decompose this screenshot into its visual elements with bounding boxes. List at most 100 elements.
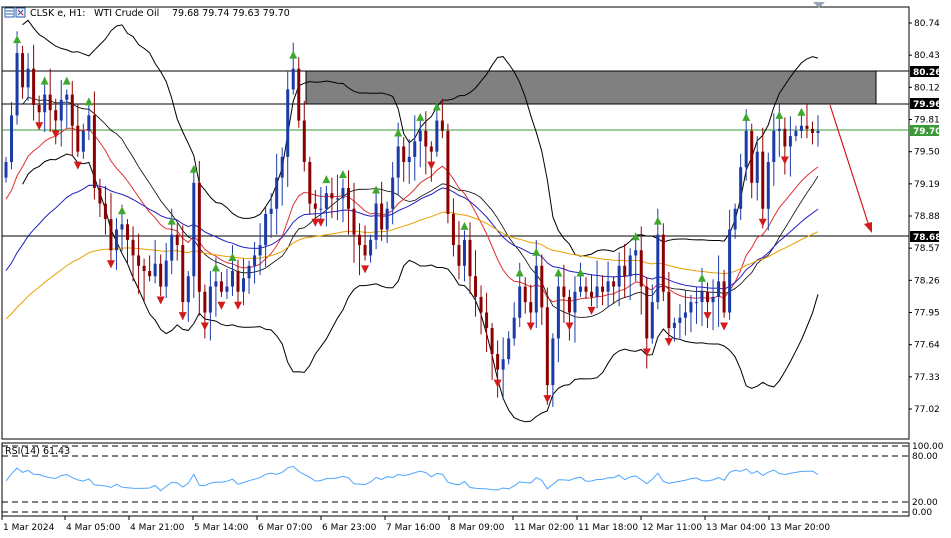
- bull-candle: [678, 304, 682, 339]
- time-tick-label: 4 Mar 21:00: [130, 523, 185, 533]
- bull-candle: [153, 239, 157, 284]
- time-tick-label: 8 Mar 09:00: [450, 523, 505, 533]
- bear-candle: [639, 226, 643, 315]
- bull-candle: [672, 317, 676, 342]
- bull-candle: [755, 136, 759, 201]
- sell-signal-arrow: [311, 218, 320, 227]
- bull-candle: [341, 178, 345, 223]
- price-axis: 80.74 80.43 80.12 79.81 79.50 79.19 78.88 78.57…: [909, 19, 940, 415]
- bear-candle: [175, 223, 179, 261]
- bull-candle: [617, 252, 621, 307]
- bear-candle: [451, 198, 455, 257]
- buy-signal-arrow: [118, 206, 126, 215]
- sell-signal-arrow: [703, 312, 712, 321]
- bull-candle: [794, 125, 798, 142]
- price-tag-current: 79.70: [910, 125, 941, 137]
- bull-candle: [164, 242, 168, 298]
- bear-candle: [402, 137, 406, 182]
- time-tick-label: 6 Mar 23:00: [322, 523, 377, 533]
- buy-signal-arrow: [40, 76, 49, 85]
- buy-signal-arrow: [211, 263, 220, 272]
- bull-candle: [258, 223, 262, 276]
- one-click-trading-icon[interactable]: [15, 7, 26, 18]
- bear-candle: [137, 233, 141, 294]
- time-tick-label: 7 Mar 16:00: [386, 523, 441, 533]
- bear-candle: [661, 223, 665, 302]
- bull-candle: [556, 273, 560, 363]
- sell-signal-arrow: [156, 296, 165, 305]
- bull-candle: [766, 152, 770, 231]
- bear-candle: [302, 100, 306, 172]
- sell-signal-arrow: [35, 122, 44, 131]
- bull-candle: [689, 294, 693, 333]
- bull-candle: [319, 186, 323, 225]
- price-tag-78-68-label: 78.68: [913, 233, 941, 243]
- bear-candle: [148, 255, 152, 282]
- bull-candle: [744, 109, 748, 181]
- bear-candle: [805, 103, 809, 139]
- buy-signal-arrow: [631, 232, 640, 241]
- buy-signal-arrow: [554, 268, 563, 277]
- bull-candle: [242, 258, 246, 306]
- bear-candle: [142, 258, 146, 302]
- bear-candle: [529, 284, 533, 326]
- bear-candle: [308, 156, 312, 215]
- bull-candle: [418, 119, 422, 168]
- buy-signal-arrow: [432, 102, 441, 111]
- buy-signal-arrow: [167, 216, 176, 225]
- bear-candle: [562, 264, 566, 323]
- sell-signal-arrow: [587, 306, 596, 315]
- bull-candle: [650, 284, 654, 344]
- bull-candle: [335, 174, 339, 221]
- bear-candle: [540, 254, 544, 325]
- bear-candle: [545, 287, 549, 405]
- bull-candle: [717, 255, 721, 328]
- bull-candle: [374, 190, 378, 250]
- bear-candle: [429, 141, 433, 182]
- time-tick-label: 5 Mar 14:00: [194, 523, 249, 533]
- bull-candle: [43, 76, 47, 132]
- buy-signal-arrow: [698, 273, 706, 282]
- ma-orange-line: [5, 211, 819, 320]
- buy-signal-arrow: [775, 110, 784, 119]
- bull-candle: [59, 80, 63, 147]
- buy-signal-arrow: [532, 247, 541, 256]
- bull-candle: [578, 262, 582, 297]
- bear-candle: [297, 57, 301, 128]
- bear-candle: [346, 170, 350, 235]
- bear-candle: [70, 81, 74, 156]
- bear-candle: [126, 219, 130, 264]
- bear-candle: [490, 322, 494, 380]
- candles: [4, 31, 820, 407]
- chart-menu-icon[interactable]: [4, 7, 15, 18]
- sell-signal-arrow: [316, 218, 325, 227]
- bull-candle: [595, 260, 599, 309]
- chart-shift-marker-icon[interactable]: [813, 2, 825, 8]
- bear-candle: [219, 272, 223, 297]
- chart-header: CLSK e, H1: WTI Crude Oil 79.68 79.74 79…: [4, 2, 825, 19]
- sell-signal-arrow: [106, 260, 115, 269]
- bull-candle: [4, 156, 8, 183]
- price-tick-label: 77.33: [914, 373, 940, 383]
- bull-candle: [192, 169, 196, 298]
- bull-candle: [683, 290, 687, 336]
- sell-signal-arrow: [493, 379, 502, 388]
- bull-candle: [26, 53, 30, 101]
- bear-candle: [761, 127, 765, 229]
- chart-symbol-timeframe: CLSK e, H1:: [30, 8, 85, 19]
- price-tick-label: 78.88: [914, 212, 940, 222]
- buy-signal-arrow: [394, 128, 403, 137]
- rsi-tick-0: 0.00: [912, 508, 932, 518]
- buy-signal-arrow: [13, 35, 22, 44]
- price-tick-label: 77.95: [914, 309, 940, 319]
- bear-candle: [352, 182, 356, 263]
- bull-candle: [114, 218, 118, 270]
- bull-candle: [247, 260, 251, 294]
- bull-candle: [799, 112, 803, 139]
- price-tick-label: 78.57: [914, 244, 940, 254]
- sell-signal-arrow: [178, 312, 187, 321]
- bull-candle: [733, 203, 737, 239]
- price-tick-label: 79.50: [914, 148, 940, 158]
- bear-candle: [722, 269, 726, 318]
